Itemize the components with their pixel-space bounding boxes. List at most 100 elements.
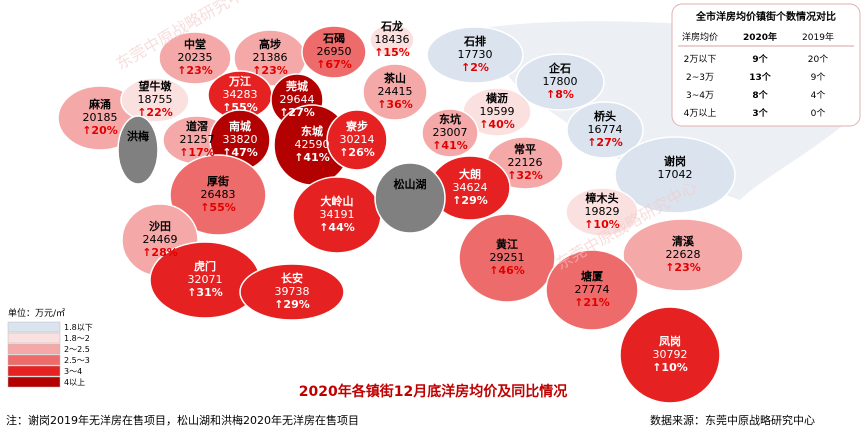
town-change: ↑27% — [587, 136, 623, 149]
table-cell: 2万以下 — [684, 55, 717, 65]
town-name: 南城 — [229, 119, 251, 133]
town-change: ↑8% — [546, 88, 574, 101]
table-cell: 8个 — [752, 89, 768, 101]
town-change: ↑41% — [432, 139, 468, 152]
town-change: ↑29% — [274, 298, 310, 311]
town-price: 17800 — [543, 75, 578, 88]
town-change: ↑10% — [652, 361, 688, 374]
table-header: 2020年 — [743, 31, 777, 43]
town-change: ↑55% — [222, 101, 258, 114]
town-change: ↑55% — [200, 201, 236, 214]
town-change: ↑32% — [507, 169, 543, 182]
town-name: 石碣 — [322, 32, 345, 45]
legend-label: 1.8～2 — [64, 334, 90, 343]
town-name: 凤岗 — [659, 334, 681, 348]
town-change: ↑23% — [252, 64, 288, 77]
town-change: ↑20% — [82, 124, 118, 137]
town-name: 樟木头 — [585, 191, 619, 205]
town-region — [566, 101, 644, 159]
town-price: 21386 — [253, 51, 288, 64]
town-price: 30214 — [340, 133, 375, 146]
summary-table: 全市洋房均价镇街个数情况对比 洋房均价 2020年 2019年 2万以下 9个 20个 2~… — [671, 3, 861, 127]
town-change: ↑29% — [452, 194, 488, 207]
table-title: 全市洋房均价镇街个数情况对比 — [695, 10, 836, 23]
legend-unit: 单位：万元/㎡ — [8, 307, 65, 319]
town-change: ↑47% — [222, 146, 258, 159]
town-name: 中堂 — [184, 37, 206, 51]
table-cell: 9个 — [811, 72, 826, 83]
town-change: ↑23% — [177, 64, 213, 77]
town-name: 望牛墩 — [139, 79, 173, 93]
town-name: 麻涌 — [88, 97, 111, 111]
town-change: ↑2% — [461, 61, 489, 74]
legend-swatch — [7, 332, 61, 344]
town-name: 大岭山 — [321, 194, 354, 208]
town-name: 石排 — [463, 34, 486, 48]
town-price: 17730 — [458, 48, 493, 61]
town-price: 29644 — [280, 93, 315, 106]
table-cell: 4万以上 — [684, 108, 717, 119]
town-name: 洪梅 — [127, 129, 149, 143]
town-name: 万江 — [228, 74, 251, 88]
town-price: 29251 — [490, 251, 525, 264]
town-price: 20185 — [83, 111, 118, 124]
town-price: 16774 — [588, 123, 623, 136]
town-price: 30792 — [653, 348, 688, 361]
table-cell: 13个 — [749, 71, 772, 83]
town-region — [565, 187, 639, 237]
town-change: ↑44% — [319, 221, 355, 234]
table-cell: 20个 — [808, 54, 828, 65]
town-name: 石龙 — [380, 19, 403, 33]
town-price: 34283 — [223, 88, 258, 101]
map-title: 2020年各镇街12月底洋房均价及同比情况 — [299, 383, 567, 400]
town-name: 东坑 — [439, 112, 461, 126]
town-name: 茶山 — [383, 71, 406, 85]
town-price: 27774 — [575, 283, 610, 296]
town-region — [301, 25, 367, 79]
table-cell: 0个 — [811, 108, 826, 119]
town-change: ↑23% — [665, 261, 701, 274]
town-price: 19599 — [480, 105, 515, 118]
table-cell: 3~4万 — [686, 91, 714, 101]
town-price: 32071 — [188, 273, 223, 286]
table-cell: 3个 — [752, 107, 768, 119]
town-price: 22126 — [508, 156, 543, 169]
town-name: 厚街 — [207, 174, 229, 188]
town-price: 23007 — [433, 126, 468, 139]
town-change: ↑31% — [187, 286, 223, 299]
town-price: 34624 — [453, 181, 488, 194]
legend-swatch — [7, 365, 61, 377]
town-region — [421, 108, 479, 158]
legend-swatch — [7, 321, 61, 333]
town-name: 塘厦 — [581, 269, 604, 283]
town-change: ↑67% — [316, 58, 352, 71]
town-region — [362, 63, 428, 121]
town-price: 19829 — [585, 205, 620, 218]
town-price: 18436 — [375, 33, 410, 46]
town-name: 企石 — [548, 61, 571, 75]
town-region — [158, 31, 232, 85]
town-change: ↑17% — [179, 146, 215, 159]
regions — [57, 23, 744, 404]
town-region — [515, 53, 605, 111]
town-name: 高埗 — [259, 37, 281, 51]
town-name: 莞城 — [285, 79, 308, 93]
legend-swatch — [7, 354, 61, 366]
town-name: 谢岗 — [664, 154, 686, 168]
legend-label: 1.8以下 — [64, 323, 93, 332]
table-cell: 9个 — [752, 53, 768, 65]
town-region — [458, 213, 556, 303]
town-name: 长安 — [281, 271, 303, 285]
town-change: ↑10% — [584, 218, 620, 231]
town-name: 清溪 — [672, 234, 695, 248]
legend-swatch — [7, 343, 61, 355]
labels: 麻涌20185↑20%中堂20235↑23%高埗21386↑23%石龙18436… — [82, 19, 701, 374]
town-price: 39738 — [275, 285, 310, 298]
town-name: 东城 — [301, 124, 323, 138]
town-change: ↑15% — [374, 46, 410, 59]
town-name: 寮步 — [345, 119, 368, 133]
town-name: 松山湖 — [394, 177, 427, 191]
town-region — [619, 306, 721, 404]
table-header: 洋房均价 — [682, 31, 718, 43]
